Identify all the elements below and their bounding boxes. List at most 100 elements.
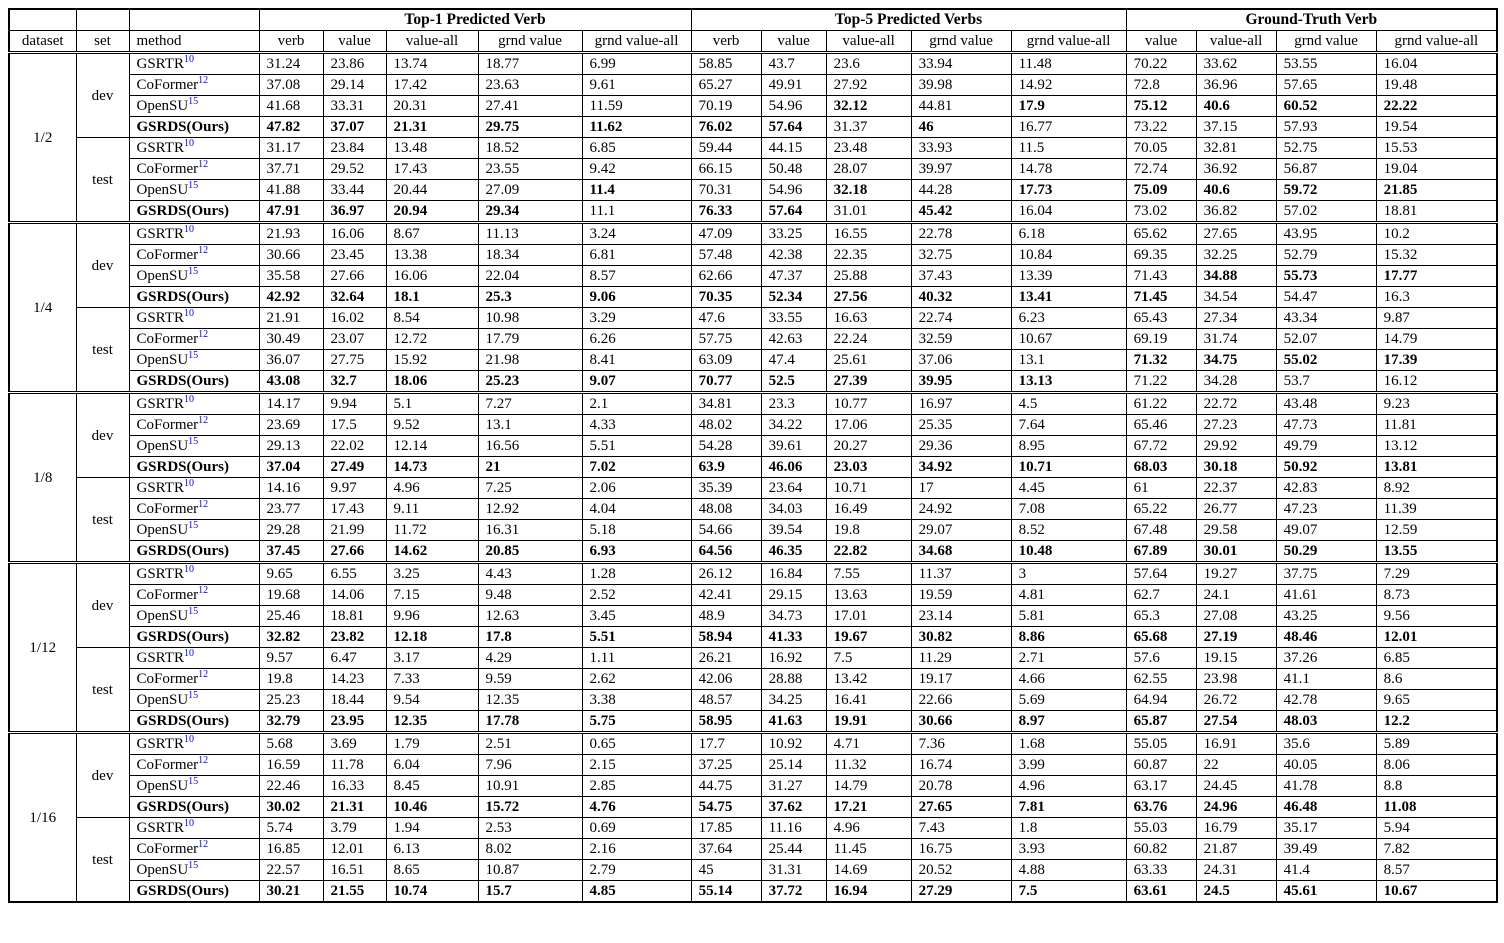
metric-cell: 13.41 bbox=[1010, 286, 1127, 308]
metric-cell: 16.92 bbox=[760, 647, 827, 669]
citation-link[interactable]: 12 bbox=[198, 159, 209, 170]
citation-link[interactable]: 12 bbox=[198, 839, 209, 850]
metric-cell: 27.66 bbox=[322, 265, 387, 287]
metric-cell: 27.39 bbox=[825, 370, 912, 393]
metric-cell: 18.81 bbox=[1375, 200, 1498, 223]
method-label: OpenSU bbox=[136, 862, 189, 878]
metric-cell: 15.72 bbox=[477, 796, 583, 818]
table-body: 1/2 dev GSRTR10 31.24 23.86 13.74 18.77 6.99 58.… bbox=[8, 51, 1498, 903]
metric-cell: 16.59 bbox=[258, 754, 324, 776]
metric-cell: 16.74 bbox=[910, 754, 1012, 776]
citation-link[interactable]: 15 bbox=[188, 776, 199, 787]
metric-cell: 12.63 bbox=[477, 605, 583, 627]
metric-cell: 37.43 bbox=[910, 265, 1012, 287]
citation-link[interactable]: 15 bbox=[188, 436, 199, 447]
citation-link[interactable]: 15 bbox=[188, 266, 199, 277]
citation-link[interactable]: 12 bbox=[198, 329, 209, 340]
citation-link[interactable]: 10 bbox=[183, 54, 194, 65]
citation-link[interactable]: 10 bbox=[183, 224, 194, 235]
metric-cell: 25.23 bbox=[477, 370, 583, 393]
citation-link[interactable]: 15 bbox=[188, 180, 199, 191]
metric-cell: 22.78 bbox=[910, 221, 1012, 245]
metric-cell: 48.08 bbox=[690, 498, 762, 520]
metric-cell: 32.12 bbox=[825, 95, 912, 117]
metric-cell: 7.33 bbox=[385, 668, 479, 690]
citation-link[interactable]: 12 bbox=[198, 669, 209, 680]
metric-cell: 37.15 bbox=[1195, 116, 1277, 138]
metric-cell: 45 bbox=[690, 859, 762, 881]
metric-cell: 12.92 bbox=[477, 498, 583, 520]
citation-link[interactable]: 10 bbox=[183, 478, 194, 489]
citation-link[interactable]: 15 bbox=[188, 860, 199, 871]
metric-cell: 31.24 bbox=[258, 51, 324, 75]
metric-cell: 63.76 bbox=[1125, 796, 1197, 818]
metric-cell: 26.12 bbox=[690, 561, 762, 585]
metric-cell: 7.43 bbox=[910, 817, 1012, 839]
citation-link[interactable]: 12 bbox=[198, 585, 209, 596]
metric-cell: 52.79 bbox=[1275, 244, 1377, 266]
method-cell: OpenSU15 bbox=[128, 519, 260, 541]
citation-link[interactable]: 12 bbox=[198, 755, 209, 766]
table-row: GSRDS(Ours) 30.21 21.55 10.74 15.7 4.85 55.14 3… bbox=[9, 880, 1498, 903]
citation-link[interactable]: 15 bbox=[188, 96, 199, 107]
metric-cell: 22.37 bbox=[1195, 477, 1277, 499]
citation-link[interactable]: 15 bbox=[188, 520, 199, 531]
citation-link[interactable]: 10 bbox=[183, 564, 194, 575]
metric-cell: 34.68 bbox=[910, 540, 1012, 563]
method-label: OpenSU bbox=[136, 182, 189, 198]
metric-cell: 17.06 bbox=[825, 414, 912, 436]
metric-cell: 34.28 bbox=[1195, 370, 1277, 393]
metric-cell: 67.89 bbox=[1125, 540, 1197, 563]
metric-cell: 55.02 bbox=[1275, 349, 1377, 371]
metric-cell: 43.34 bbox=[1275, 307, 1377, 329]
citation-link[interactable]: 12 bbox=[198, 499, 209, 510]
metric-cell: 42.63 bbox=[760, 328, 827, 350]
metric-cell: 57.93 bbox=[1275, 116, 1377, 138]
method-cell: OpenSU15 bbox=[128, 605, 260, 627]
citation-link[interactable]: 10 bbox=[183, 734, 194, 745]
citation-link[interactable]: 10 bbox=[183, 308, 194, 319]
metric-cell: 13.1 bbox=[1010, 349, 1127, 371]
metric-cell: 18.1 bbox=[385, 286, 479, 308]
metric-cell: 43.95 bbox=[1275, 221, 1377, 245]
citation-link[interactable]: 10 bbox=[183, 394, 194, 405]
metric-cell: 37.64 bbox=[690, 838, 762, 860]
metric-cell: 9.07 bbox=[581, 370, 692, 393]
citation-link[interactable]: 15 bbox=[188, 690, 199, 701]
metric-cell: 8.57 bbox=[1375, 859, 1498, 881]
metric-cell: 68.03 bbox=[1125, 456, 1197, 478]
metric-cell: 32.64 bbox=[322, 286, 387, 308]
metric-cell: 32.18 bbox=[825, 179, 912, 201]
metric-cell: 49.79 bbox=[1275, 435, 1377, 457]
metric-cell: 1.79 bbox=[385, 731, 479, 755]
metric-cell: 2.51 bbox=[477, 731, 583, 755]
metric-cell: 4.04 bbox=[581, 498, 692, 520]
metric-cell: 29.75 bbox=[477, 116, 583, 138]
metric-cell: 58.94 bbox=[690, 626, 762, 648]
metric-cell: 34.73 bbox=[760, 605, 827, 627]
metric-cell: 16.49 bbox=[825, 498, 912, 520]
method-cell: OpenSU15 bbox=[128, 859, 260, 881]
metric-cell: 27.75 bbox=[322, 349, 387, 371]
metric-cell: 36.07 bbox=[258, 349, 324, 371]
metric-cell: 71.22 bbox=[1125, 370, 1197, 393]
metric-cell: 70.31 bbox=[690, 179, 762, 201]
metric-cell: 15.32 bbox=[1375, 244, 1498, 266]
citation-link[interactable]: 10 bbox=[183, 648, 194, 659]
citation-link[interactable]: 12 bbox=[198, 415, 209, 426]
col-header-grnd-value-6: grnd value bbox=[477, 30, 583, 54]
metric-cell: 21.87 bbox=[1195, 838, 1277, 860]
metric-cell: 14.92 bbox=[1010, 74, 1127, 96]
citation-link[interactable]: 10 bbox=[183, 138, 194, 149]
metric-cell: 39.97 bbox=[910, 158, 1012, 180]
citation-link[interactable]: 10 bbox=[183, 818, 194, 829]
metric-cell: 61 bbox=[1125, 477, 1197, 499]
citation-link[interactable]: 12 bbox=[198, 75, 209, 86]
citation-link[interactable]: 15 bbox=[188, 350, 199, 361]
metric-cell: 35.39 bbox=[690, 477, 762, 499]
metric-cell: 18.81 bbox=[322, 605, 387, 627]
metric-cell: 17.21 bbox=[825, 796, 912, 818]
metric-cell: 67.72 bbox=[1125, 435, 1197, 457]
citation-link[interactable]: 12 bbox=[198, 245, 209, 256]
citation-link[interactable]: 15 bbox=[188, 606, 199, 617]
